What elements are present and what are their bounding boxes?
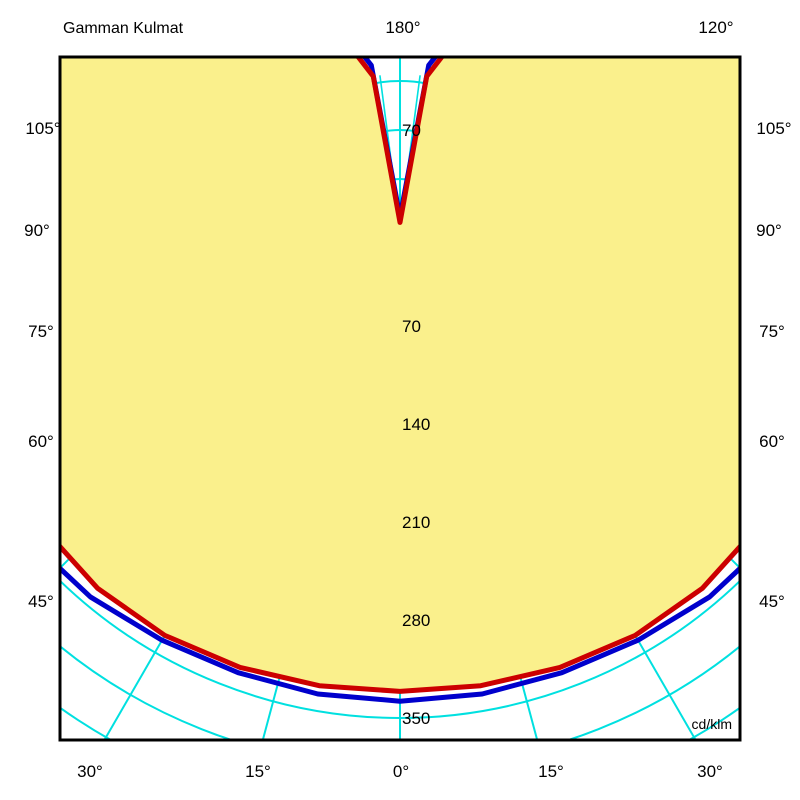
axis-label-left-105: 105° bbox=[25, 119, 60, 138]
distribution-fill bbox=[60, 57, 740, 692]
axis-label-left-75: 75° bbox=[28, 322, 54, 341]
distribution-curves bbox=[60, 57, 740, 704]
unit-label: cd/klm bbox=[692, 716, 732, 732]
axis-label-right-90: 90° bbox=[756, 221, 782, 240]
radial-tick-140: 140 bbox=[402, 415, 430, 434]
radial-tick-280: 280 bbox=[402, 611, 430, 630]
axis-label-right-60: 60° bbox=[759, 432, 785, 451]
distribution-curve-c0-c180 bbox=[60, 57, 740, 694]
radial-tick-210: 210 bbox=[402, 513, 430, 532]
axis-label-top-center: 180° bbox=[385, 18, 420, 37]
radial-tick-350: 350 bbox=[402, 709, 430, 728]
axis-label-bottom-15-right: 15° bbox=[538, 762, 564, 781]
chart-title: Gamman Kulmat bbox=[63, 20, 184, 37]
axis-label-right-45: 45° bbox=[759, 592, 785, 611]
axis-label-left-90: 90° bbox=[24, 221, 50, 240]
axis-label-left-60: 60° bbox=[28, 432, 54, 451]
axis-label-bottom-0: 0° bbox=[393, 762, 409, 781]
axis-label-right-105: 105° bbox=[756, 119, 791, 138]
axis-label-left-45: 45° bbox=[28, 592, 54, 611]
axis-label-bottom-30-right: 30° bbox=[697, 762, 723, 781]
radial-tick-labels: 70 70 140 210 280 350 bbox=[402, 121, 430, 728]
axis-label-bottom-30-left: 30° bbox=[77, 762, 103, 781]
radial-tick-70-upper: 70 bbox=[402, 121, 421, 140]
plot-frame bbox=[58, 55, 742, 742]
axis-label-bottom-15-left: 15° bbox=[245, 762, 271, 781]
axis-label-top-right: 120° bbox=[698, 18, 733, 37]
radial-tick-70: 70 bbox=[402, 317, 421, 336]
axis-label-right-75: 75° bbox=[759, 322, 785, 341]
